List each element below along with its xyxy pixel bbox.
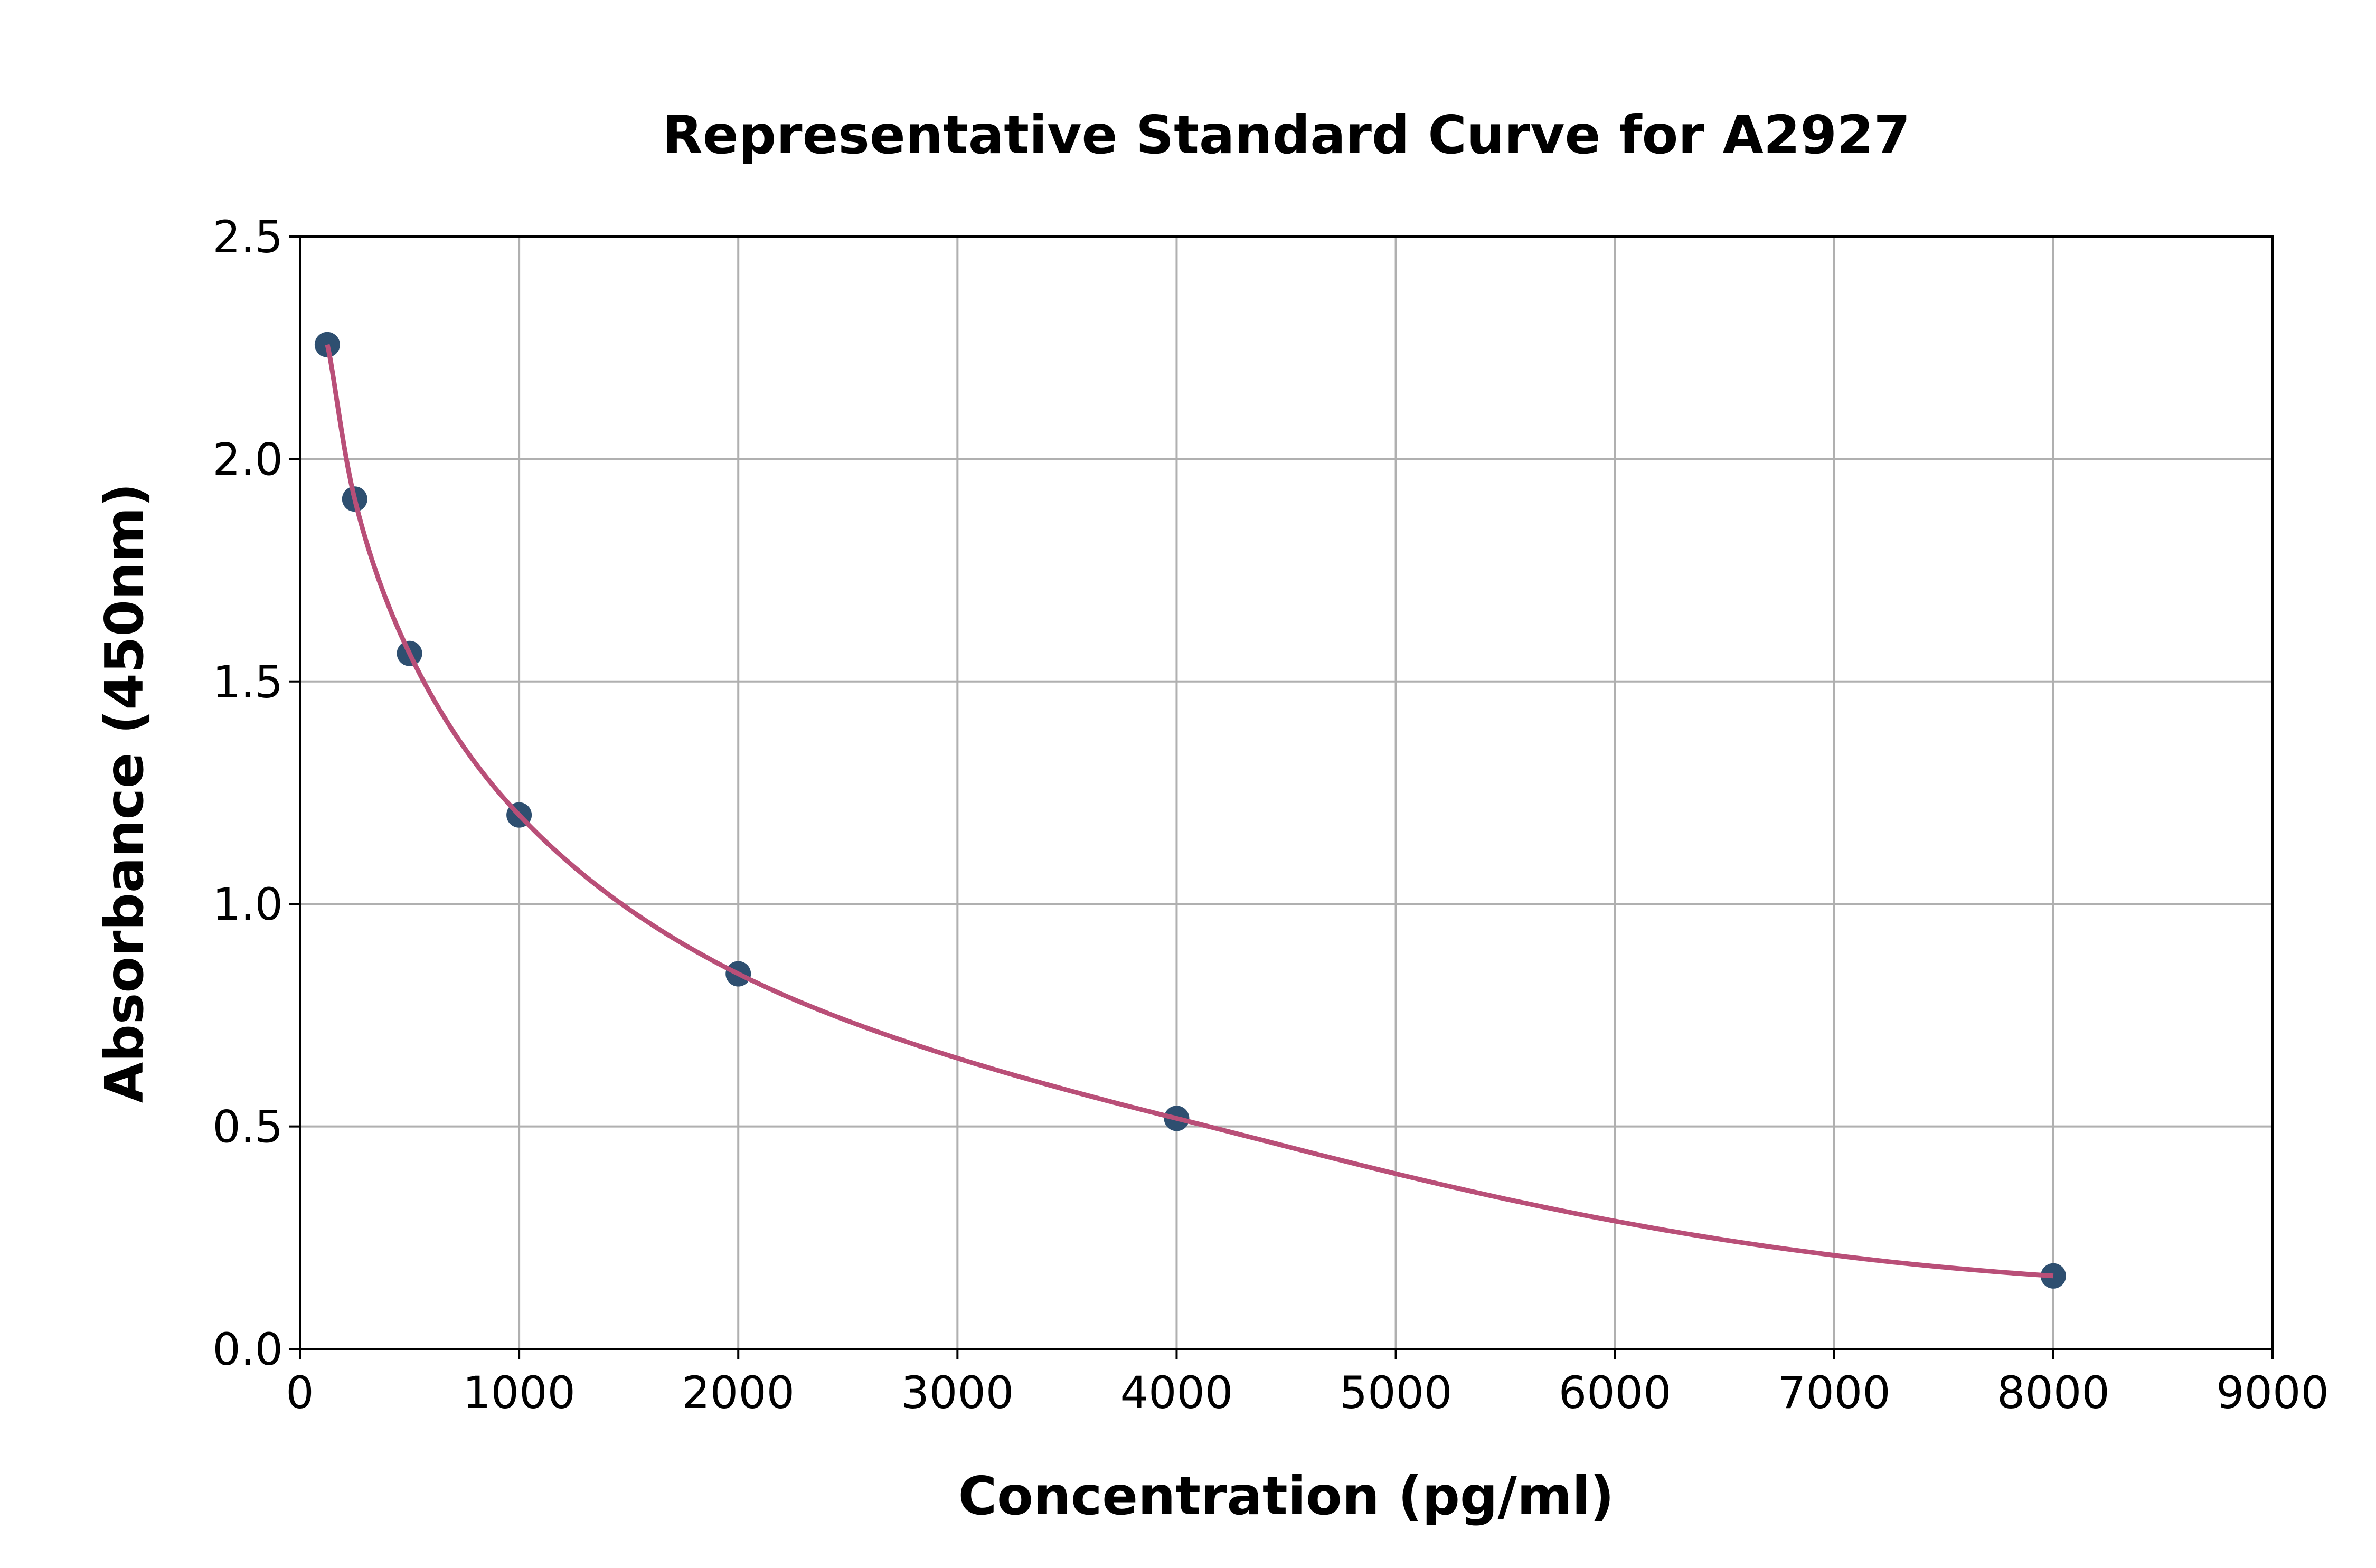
x-tick-label: 1000 bbox=[463, 1367, 576, 1419]
x-axis-label: Concentration (pg/ml) bbox=[958, 1465, 1615, 1527]
y-tick-label: 0.5 bbox=[212, 1101, 283, 1153]
chart-title: Representative Standard Curve for A2927 bbox=[662, 104, 1910, 166]
x-tick-label: 6000 bbox=[1559, 1367, 1672, 1419]
y-tick-label: 2.0 bbox=[212, 433, 283, 485]
data-point bbox=[314, 332, 340, 357]
data-points bbox=[314, 332, 2066, 1289]
x-tick-label: 9000 bbox=[2216, 1367, 2329, 1419]
x-axis-ticks: 0 1000 2000 3000 4000 5000 6000 7000 8000 9000 bbox=[286, 1349, 2329, 1419]
fit-curve-group bbox=[325, 344, 2054, 1279]
fit-curve bbox=[325, 344, 2054, 1279]
x-tick-label: 2000 bbox=[682, 1367, 795, 1419]
x-tick-label: 3000 bbox=[901, 1367, 1014, 1419]
y-tick-label: 0.0 bbox=[212, 1324, 283, 1375]
y-axis-ticks: 0.0 0.5 1.0 1.5 2.0 2.5 bbox=[212, 211, 300, 1375]
x-tick-label: 4000 bbox=[1120, 1367, 1233, 1419]
x-tick-label: 0 bbox=[286, 1367, 314, 1419]
x-tick-label: 8000 bbox=[1997, 1367, 2110, 1419]
plot-frame bbox=[299, 235, 2274, 1350]
x-tick-label: 5000 bbox=[1340, 1367, 1453, 1419]
y-tick-label: 1.5 bbox=[212, 656, 283, 708]
y-tick-label: 1.0 bbox=[212, 879, 283, 930]
y-tick-label: 2.5 bbox=[212, 211, 283, 263]
y-axis-label: Absorbance (450nm) bbox=[93, 483, 155, 1103]
grid bbox=[299, 235, 2274, 1350]
x-tick-label: 7000 bbox=[1778, 1367, 1891, 1419]
